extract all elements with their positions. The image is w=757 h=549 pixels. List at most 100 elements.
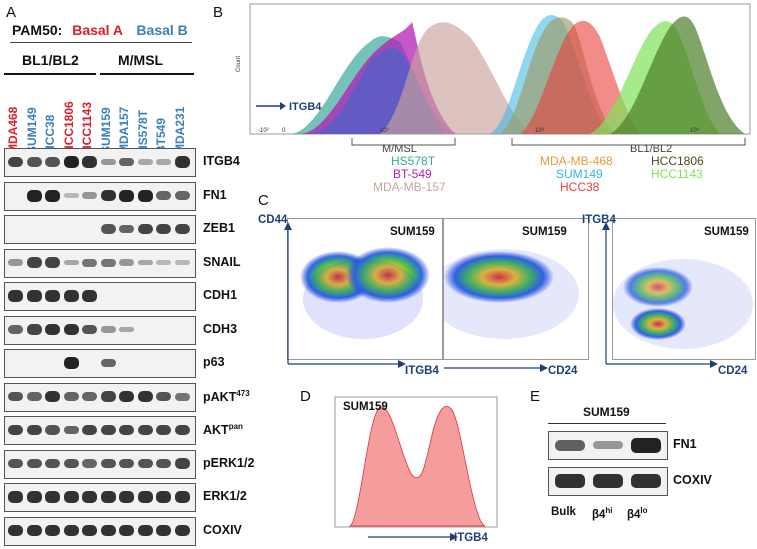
- d-x-label: ITGB4: [454, 532, 488, 544]
- peak-hcc38: [520, 20, 640, 135]
- e-blot-strip: [548, 467, 668, 496]
- tick-0: 0: [282, 128, 286, 134]
- pam50-text: PAM50:: [12, 22, 63, 38]
- tick-1000: 10³: [535, 128, 544, 134]
- itgb4-marker-label: ITGB4: [289, 101, 322, 113]
- peak-hcc1806: [610, 16, 745, 134]
- histogram-overlay: Count ITGB4 -10² 0 10² 10³ 10⁴ M/MSL BL1…: [236, 3, 751, 155]
- blot-band: [63, 323, 79, 336]
- c2-title: SUM159: [522, 226, 567, 238]
- blot-band: [137, 189, 153, 202]
- blot-band: [63, 392, 79, 401]
- e-title-underline: [548, 423, 666, 424]
- blot-band: [174, 524, 190, 537]
- legend-hcc1806: HCC1806: [651, 154, 704, 168]
- blot-band: [45, 491, 60, 503]
- blot-label-sup: pan: [228, 422, 243, 431]
- blot-band: [137, 458, 153, 469]
- legend-mdamb468: MDA-MB-468: [540, 154, 613, 168]
- pam50-underline: [10, 42, 192, 43]
- blot-band: [26, 458, 42, 469]
- blot-label-text: p63: [203, 355, 225, 369]
- group-bl-underline: [4, 73, 96, 75]
- blot-band: [156, 260, 171, 265]
- d-title: SUM159: [343, 401, 388, 413]
- blot-label: AKTpan: [203, 422, 243, 437]
- blot-label: pERK1/2: [203, 456, 254, 470]
- density-cd44-itgb4: [300, 247, 430, 339]
- blot-band: [26, 524, 42, 537]
- blot-label-text: CDH3: [203, 321, 238, 336]
- blot-label-text: AKT: [203, 423, 229, 438]
- blot-strip: [4, 483, 196, 512]
- histogram-sum159: [334, 396, 498, 541]
- legend-hcc1143: HCC1143: [651, 167, 703, 181]
- blot-label: CDH3: [203, 322, 237, 336]
- blot-band: [156, 491, 171, 503]
- blot-band: [119, 491, 134, 503]
- bracket-mmsl: [351, 138, 456, 146]
- cluster-cd24-lo: [444, 251, 554, 303]
- cell-line-label: MDA231: [172, 106, 187, 154]
- blot-band: [119, 326, 134, 333]
- blot-band: [82, 392, 97, 401]
- c1-x-label: ITGB4: [405, 365, 439, 377]
- blot-band: [45, 189, 60, 202]
- blot-band: [119, 524, 134, 537]
- blot-label-sup: 473: [236, 388, 250, 398]
- blot-strip: [4, 416, 196, 445]
- cell-line-label: SUM149: [24, 107, 39, 154]
- legend-mdamb157: MDA-MB-157: [373, 180, 446, 194]
- blot-band: [156, 159, 171, 165]
- e-lane-b4hi-text: β4: [592, 508, 606, 521]
- blot-band: [26, 290, 42, 302]
- blot-band: [100, 491, 116, 503]
- blot-band: [137, 159, 153, 165]
- blot-band: [119, 390, 134, 403]
- blot-strip: [4, 181, 196, 211]
- scatter-cd44-itgb4: [287, 218, 443, 360]
- blot-strip: [4, 215, 196, 244]
- cell-line-label: MDA157: [117, 106, 131, 154]
- blot-band: [45, 157, 60, 167]
- cell-line-label: HCC1143: [80, 101, 94, 154]
- blot-label-text: FN1: [203, 187, 227, 202]
- legend-sum149: SUM149: [556, 167, 603, 181]
- e-blot-label: COXIV: [673, 473, 712, 487]
- e-lane-b4lo-sup: lo: [640, 506, 648, 515]
- blot-strip: [4, 382, 196, 412]
- blot-band: [63, 491, 79, 503]
- panel-d-letter: D: [300, 388, 311, 405]
- c2-axis: [444, 364, 548, 372]
- blot-label: CDH1: [203, 288, 237, 302]
- panel-b-letter: B: [213, 4, 224, 21]
- blot-label: ERK1/2: [203, 489, 247, 503]
- blot-band: [100, 358, 116, 368]
- blot-band: [82, 258, 97, 267]
- blot-band: [26, 392, 42, 401]
- density-itgb4-cd24: [613, 259, 753, 349]
- blot-band: [63, 458, 79, 469]
- blot-band: [8, 259, 23, 266]
- blot-band: [156, 391, 171, 402]
- e-blot-band: [593, 441, 623, 449]
- blot-strip: [4, 449, 196, 479]
- blot-band: [45, 257, 60, 268]
- legend-hcc38: HCC38: [560, 180, 600, 194]
- blot-band: [45, 290, 60, 302]
- e-blot-band: [631, 474, 661, 488]
- blot-band: [174, 392, 190, 401]
- blot-band: [137, 424, 153, 436]
- e-lane-bulk: Bulk: [551, 506, 576, 518]
- blot-band: [63, 156, 79, 168]
- blot-band: [156, 223, 171, 235]
- blot-band: [63, 290, 79, 302]
- blot-band: [26, 491, 42, 503]
- blot-label: pAKT473: [203, 389, 250, 404]
- group-bl-b: BL1/BL2: [630, 143, 672, 155]
- panel-c-letter: C: [258, 192, 269, 209]
- blot-label: COXIV: [203, 523, 242, 537]
- itgb4-arrowhead: [280, 102, 286, 110]
- d-bimodal-peak: [348, 405, 486, 527]
- scatter-halo-2: [444, 249, 579, 339]
